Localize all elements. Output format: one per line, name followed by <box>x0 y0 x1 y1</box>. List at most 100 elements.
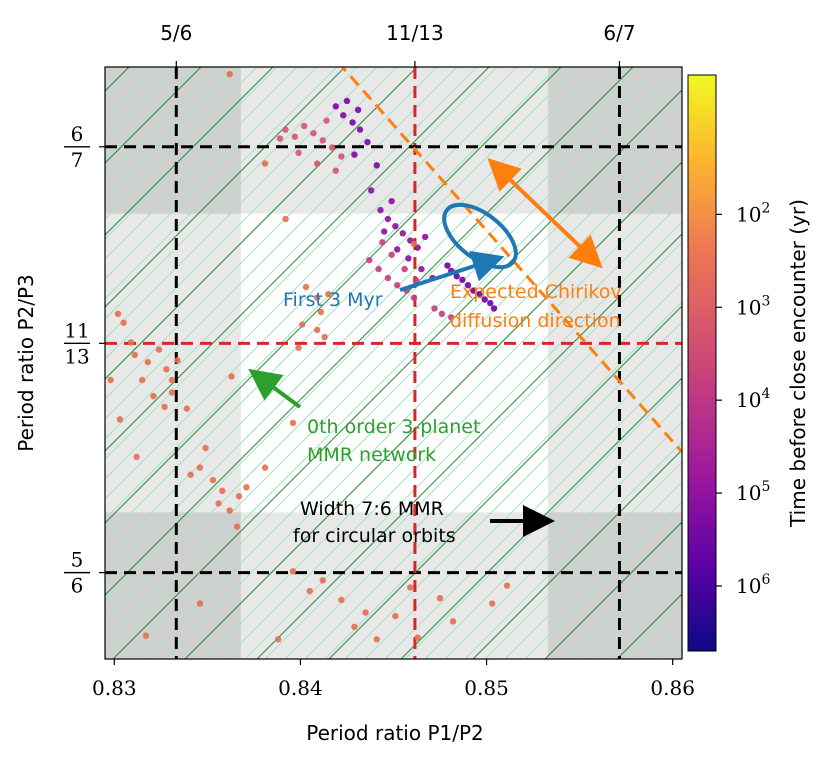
data-point <box>392 612 399 620</box>
mmr-network-line <box>304 281 682 659</box>
mmr-network-line <box>105 67 558 520</box>
mmr-network-line <box>324 301 682 659</box>
data-point <box>291 133 299 140</box>
mmr-network-line <box>105 67 518 480</box>
data-point <box>161 403 168 411</box>
data-point <box>449 618 457 625</box>
chirikov-direction-line <box>340 67 682 453</box>
data-point <box>206 44 212 50</box>
data-point <box>219 487 226 495</box>
data-point <box>202 444 209 452</box>
mmr-network-line <box>504 481 682 659</box>
data-point <box>187 471 194 478</box>
y-tick-denominator: 7 <box>71 148 84 172</box>
mmr-network-line <box>284 261 682 659</box>
data-point <box>235 493 243 500</box>
colorbar-tick-label: 103 <box>736 293 770 319</box>
mmr-network-line-strong <box>184 161 682 659</box>
colorbar <box>687 74 717 652</box>
mmr-network-line <box>105 67 458 420</box>
data-point <box>328 144 336 151</box>
mmr-network-line <box>105 67 538 500</box>
mmr-network-line <box>105 67 278 240</box>
mmr-network-line <box>105 67 478 440</box>
mmr-network-line <box>105 81 682 659</box>
data-point <box>295 344 302 351</box>
data-point <box>183 405 191 412</box>
inner-region <box>240 213 548 513</box>
data-point <box>438 310 446 318</box>
data-point <box>168 389 176 396</box>
corner-region <box>547 512 682 659</box>
mmr-network-line <box>204 181 682 659</box>
data-point <box>410 240 418 248</box>
data-point <box>289 419 297 427</box>
top-tick-label: 5/6 <box>160 21 192 45</box>
data-point <box>226 70 233 78</box>
mmr-network-line <box>384 361 682 659</box>
width-label-line1: Width 7:6 MMR <box>300 498 444 520</box>
data-point <box>127 339 135 346</box>
data-point <box>338 596 345 604</box>
data-point <box>261 464 269 471</box>
data-point <box>421 233 429 241</box>
data-point <box>356 126 364 133</box>
data-point <box>367 187 375 194</box>
data-point <box>174 357 181 364</box>
data-point <box>295 149 302 157</box>
data-point <box>321 333 328 341</box>
mmr-network-line-strong <box>105 67 634 596</box>
mmr-network-line <box>105 67 298 260</box>
data-point <box>394 246 401 253</box>
chirikov-arrow <box>487 158 603 269</box>
mmr-network-line <box>244 221 682 659</box>
data-point <box>131 351 138 359</box>
data-point <box>313 326 321 334</box>
data-point <box>431 305 438 312</box>
mmr-network-line <box>444 421 682 659</box>
plot-frame <box>104 66 683 660</box>
data-point <box>163 366 170 373</box>
mmr-network-line <box>105 67 318 280</box>
mmr-network-line <box>144 121 682 659</box>
mmr-network-line <box>564 541 682 659</box>
top-tick-label: 11/13 <box>386 21 444 45</box>
data-point <box>332 103 339 110</box>
data-point <box>401 265 408 273</box>
data-point <box>289 568 297 575</box>
y-tick-numerator: 5 <box>71 548 84 572</box>
mmr-network-line <box>105 67 438 400</box>
mmr-network-line-strong <box>105 67 490 452</box>
data-point <box>362 609 369 616</box>
data-point <box>317 308 325 316</box>
chirikov-label-line2: diffusion direction <box>450 310 621 332</box>
data-point <box>302 283 310 291</box>
mmr-network-line-strong <box>105 67 562 524</box>
mmr-network-line <box>105 67 198 160</box>
data-point <box>282 126 289 133</box>
data-point <box>410 294 418 301</box>
mmr-network-line <box>105 67 658 620</box>
data-point <box>388 251 395 258</box>
data-point <box>364 138 371 146</box>
network-label-line1: 0th order 3-planet <box>307 416 480 438</box>
mmr-network-line <box>224 201 682 659</box>
mmr-network-line-strong <box>105 67 202 164</box>
data-point <box>319 137 326 144</box>
data-point <box>340 112 347 119</box>
data-point <box>243 484 250 491</box>
mmr-network-line <box>105 67 358 320</box>
data-point <box>274 636 282 643</box>
data-point <box>332 167 339 174</box>
data-point <box>323 117 330 124</box>
data-point <box>373 636 380 643</box>
data-point <box>388 197 395 205</box>
data-point <box>384 274 392 282</box>
data-point <box>144 358 152 366</box>
mmr-network-line <box>825 39 832 659</box>
data-point <box>377 206 384 214</box>
mmr-network-line <box>124 101 682 659</box>
data-point <box>475 290 483 298</box>
data-point <box>394 281 401 289</box>
data-point <box>379 239 386 246</box>
